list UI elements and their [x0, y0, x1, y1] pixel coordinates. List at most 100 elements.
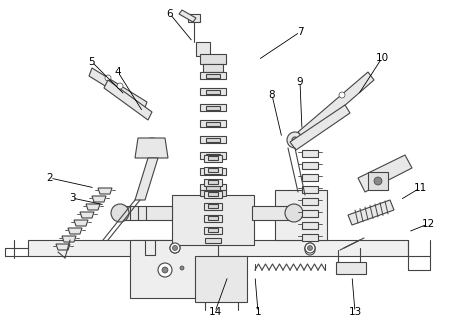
- Circle shape: [142, 138, 162, 158]
- Circle shape: [307, 245, 312, 250]
- Circle shape: [307, 248, 311, 252]
- Bar: [206, 106, 219, 110]
- Polygon shape: [297, 72, 373, 140]
- Bar: [204, 227, 221, 234]
- Circle shape: [105, 75, 111, 81]
- Polygon shape: [135, 138, 168, 158]
- Circle shape: [284, 204, 302, 222]
- Circle shape: [373, 177, 381, 185]
- Polygon shape: [92, 196, 106, 202]
- Bar: [206, 90, 219, 94]
- Bar: [194, 256, 246, 302]
- Bar: [251, 206, 294, 220]
- Bar: [301, 198, 317, 205]
- Bar: [301, 162, 317, 169]
- Bar: [200, 152, 225, 159]
- Bar: [203, 64, 223, 72]
- Text: 6: 6: [166, 9, 173, 19]
- Polygon shape: [179, 10, 195, 22]
- Circle shape: [304, 243, 314, 253]
- Bar: [367, 172, 387, 190]
- Bar: [207, 180, 218, 184]
- Text: 1: 1: [254, 307, 261, 317]
- Polygon shape: [74, 220, 88, 226]
- Text: 8: 8: [268, 90, 275, 100]
- Circle shape: [287, 132, 302, 148]
- Polygon shape: [135, 158, 158, 200]
- Bar: [335, 262, 365, 274]
- Bar: [301, 210, 317, 217]
- Circle shape: [150, 141, 156, 147]
- Bar: [200, 88, 225, 95]
- Polygon shape: [347, 200, 393, 225]
- Bar: [200, 54, 225, 64]
- Polygon shape: [289, 105, 349, 150]
- Circle shape: [148, 144, 156, 152]
- Bar: [130, 240, 218, 298]
- Bar: [301, 174, 317, 181]
- Text: 7: 7: [296, 27, 303, 37]
- Bar: [206, 122, 219, 126]
- Circle shape: [304, 245, 314, 255]
- Polygon shape: [56, 244, 70, 250]
- Circle shape: [111, 204, 129, 222]
- Bar: [200, 104, 225, 111]
- Circle shape: [143, 151, 149, 157]
- Bar: [200, 184, 225, 191]
- Bar: [207, 216, 218, 220]
- Circle shape: [169, 243, 180, 253]
- Text: 3: 3: [69, 193, 75, 203]
- Bar: [207, 228, 218, 232]
- Text: 10: 10: [375, 53, 388, 63]
- Bar: [200, 72, 225, 79]
- Text: 12: 12: [420, 219, 434, 229]
- Bar: [205, 238, 220, 243]
- Bar: [195, 42, 210, 56]
- Polygon shape: [104, 80, 152, 120]
- Bar: [204, 203, 221, 210]
- Circle shape: [291, 137, 297, 143]
- Bar: [206, 170, 219, 174]
- Polygon shape: [68, 228, 82, 234]
- Bar: [204, 179, 221, 186]
- Bar: [206, 138, 219, 142]
- Bar: [206, 202, 219, 206]
- Bar: [301, 150, 317, 157]
- Text: 5: 5: [88, 57, 95, 67]
- Bar: [275, 190, 326, 240]
- Circle shape: [338, 92, 344, 98]
- Circle shape: [180, 266, 184, 270]
- Bar: [200, 190, 225, 196]
- Text: 2: 2: [47, 173, 53, 183]
- Circle shape: [162, 267, 168, 273]
- Circle shape: [169, 243, 180, 253]
- Text: 13: 13: [348, 307, 361, 317]
- Circle shape: [117, 83, 123, 89]
- Text: 9: 9: [296, 77, 303, 87]
- Bar: [200, 168, 225, 175]
- Bar: [204, 155, 221, 162]
- Bar: [204, 215, 221, 222]
- Bar: [200, 136, 225, 143]
- Polygon shape: [62, 236, 76, 242]
- Bar: [301, 222, 317, 229]
- Polygon shape: [357, 155, 411, 192]
- Bar: [207, 204, 218, 208]
- Bar: [206, 186, 219, 190]
- Bar: [207, 156, 218, 160]
- Text: 14: 14: [208, 307, 221, 317]
- Bar: [206, 74, 219, 78]
- Bar: [172, 195, 253, 245]
- Text: 4: 4: [114, 67, 121, 77]
- Text: 11: 11: [413, 183, 425, 193]
- Polygon shape: [80, 212, 94, 218]
- Bar: [301, 186, 317, 193]
- Bar: [120, 206, 172, 220]
- Bar: [207, 168, 218, 172]
- Bar: [206, 216, 219, 224]
- Bar: [200, 200, 225, 207]
- Bar: [204, 167, 221, 174]
- Bar: [301, 234, 317, 241]
- Circle shape: [304, 243, 314, 253]
- Polygon shape: [86, 204, 100, 210]
